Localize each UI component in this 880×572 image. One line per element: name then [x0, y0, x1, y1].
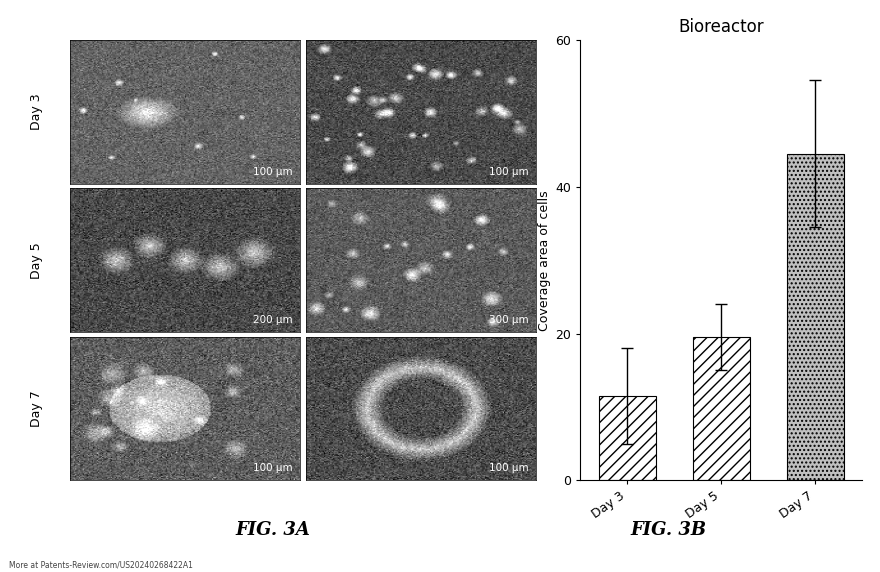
Text: FIG. 3A: FIG. 3A	[235, 521, 311, 538]
Text: 100 μm: 100 μm	[489, 463, 529, 473]
Text: FIG. 3B: FIG. 3B	[631, 521, 707, 538]
Bar	[788, 154, 844, 480]
Title: Bioreactor: Bioreactor	[678, 18, 764, 35]
Text: More at Patents-Review.com/US20240268422A1: More at Patents-Review.com/US20240268422…	[9, 560, 193, 569]
Bar	[693, 337, 750, 480]
Text: Day 7: Day 7	[30, 390, 43, 427]
Text: 200 μm: 200 μm	[253, 315, 293, 325]
Text: 100 μm: 100 μm	[253, 167, 293, 177]
Y-axis label: Coverage area of cells: Coverage area of cells	[539, 190, 552, 331]
Text: 100 μm: 100 μm	[489, 167, 529, 177]
Bar	[599, 396, 656, 480]
Text: 300 μm: 300 μm	[489, 315, 529, 325]
Text: Day 5: Day 5	[30, 242, 43, 279]
Text: Day 3: Day 3	[30, 94, 43, 130]
Text: 100 μm: 100 μm	[253, 463, 293, 473]
